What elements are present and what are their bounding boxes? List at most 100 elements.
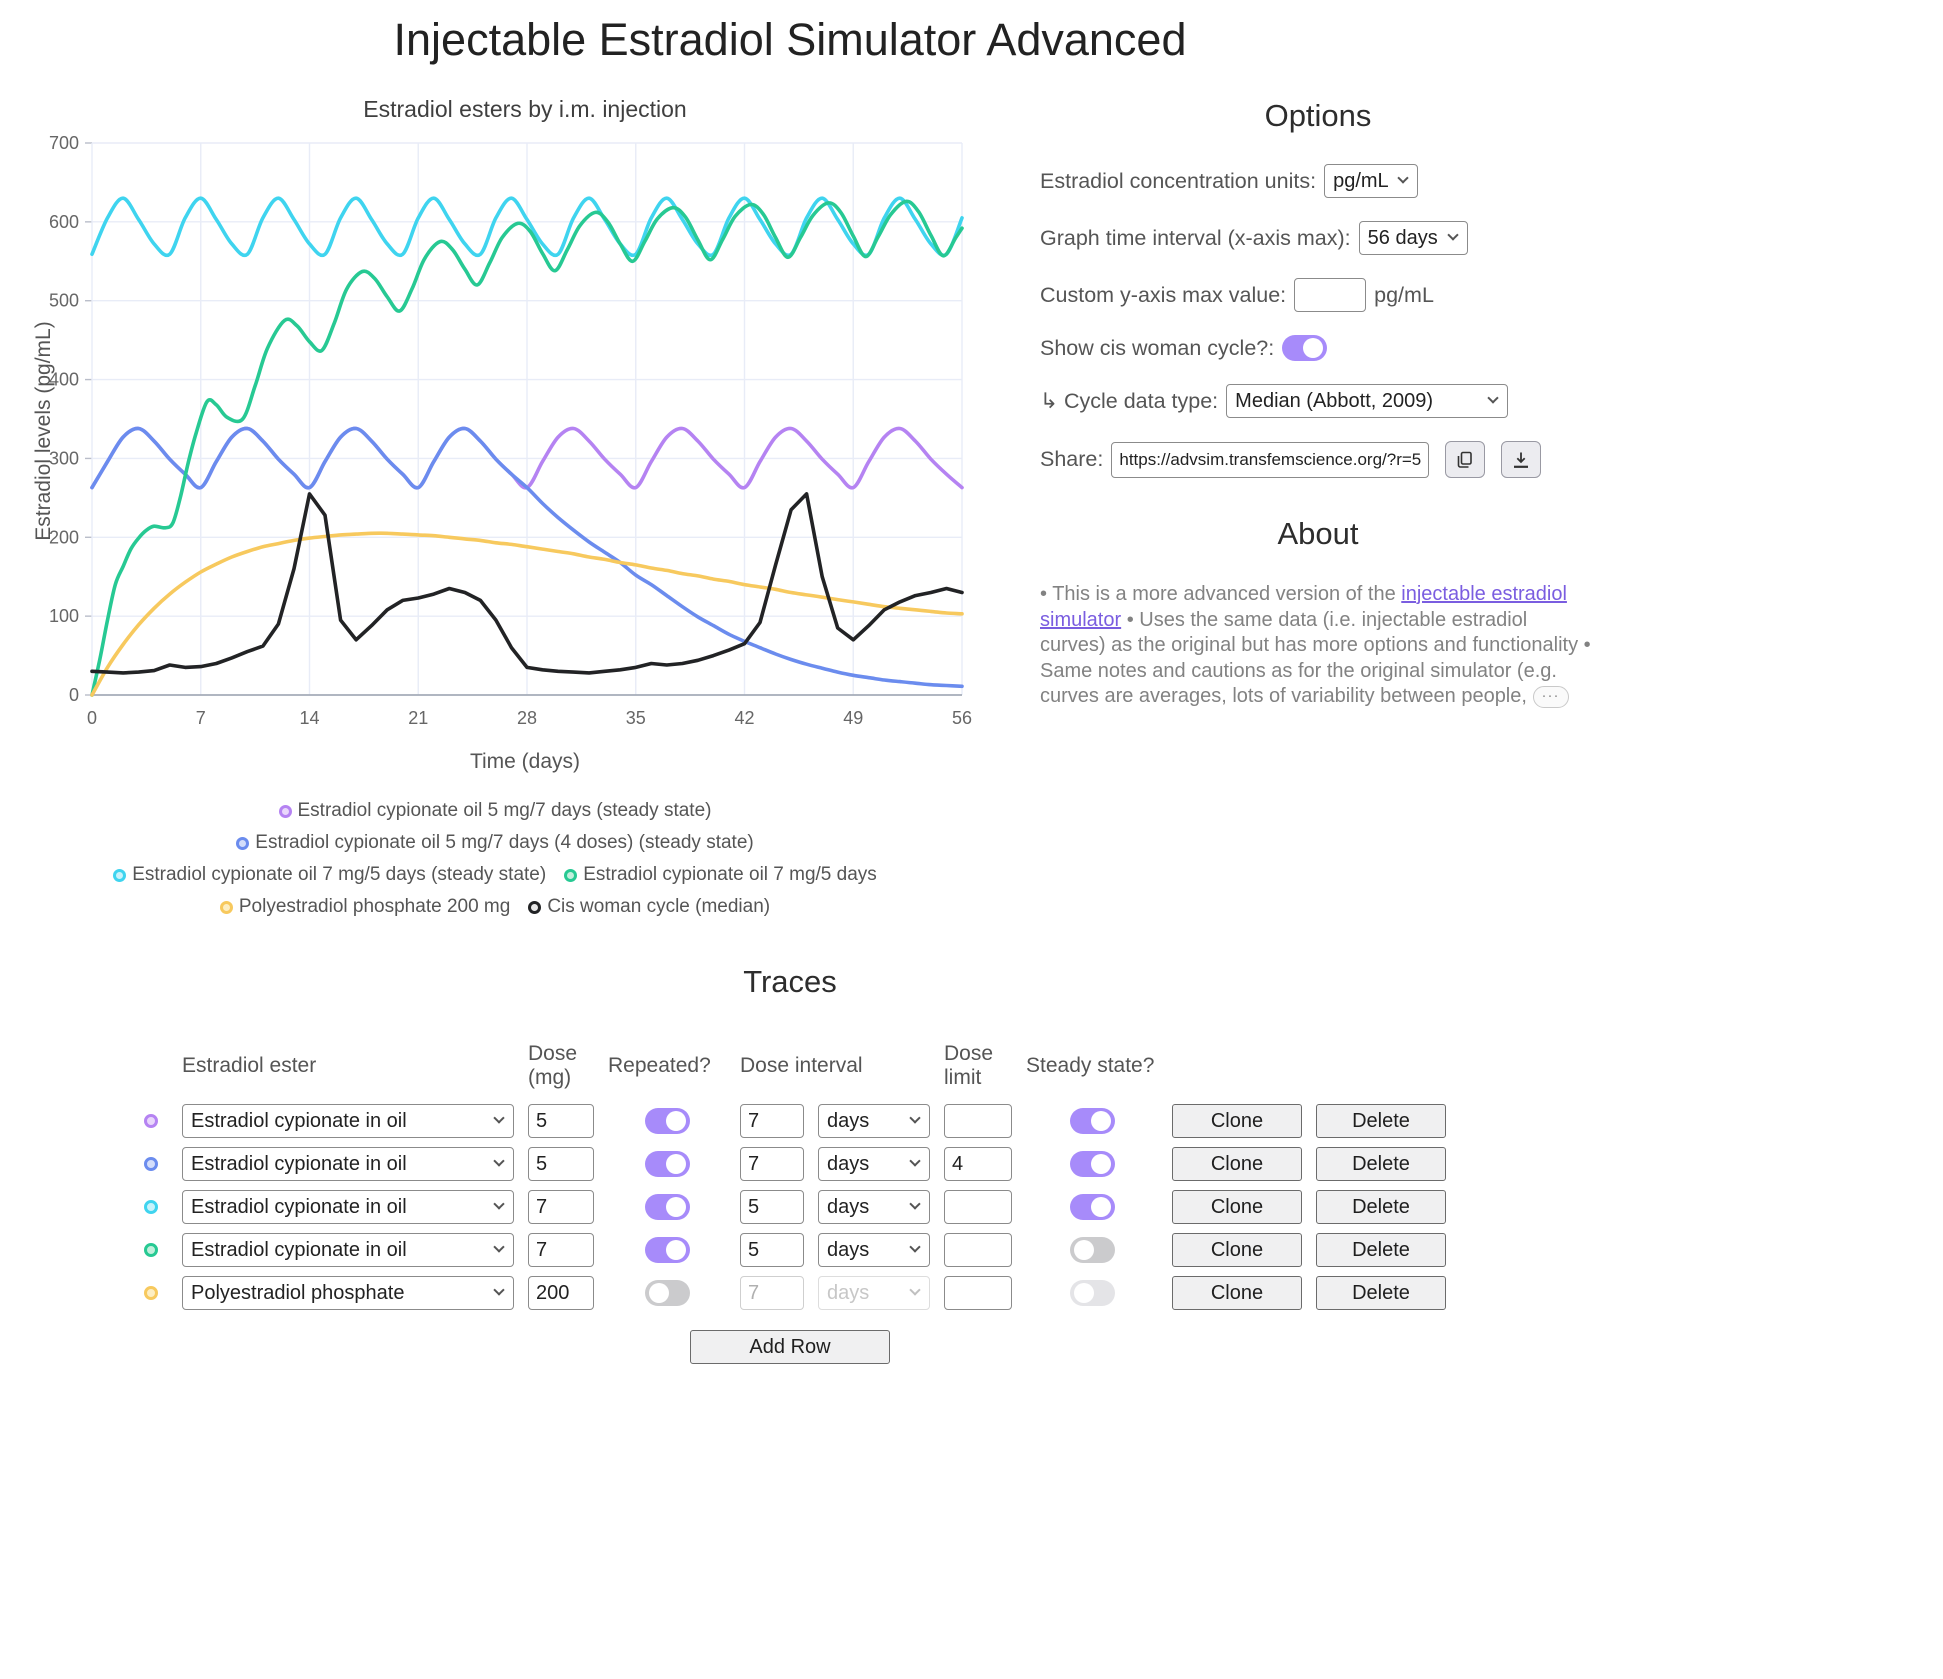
clone-button[interactable]: Clone	[1172, 1276, 1302, 1310]
legend-label: Estradiol cypionate oil 5 mg/7 days (4 d…	[255, 832, 754, 853]
interval-unit-select[interactable]: days	[818, 1147, 930, 1181]
legend-label: Estradiol cypionate oil 5 mg/7 days (ste…	[297, 800, 712, 821]
dose-limit-input[interactable]	[944, 1276, 1012, 1310]
svg-text:7: 7	[196, 708, 206, 728]
clone-button[interactable]: Clone	[1172, 1190, 1302, 1224]
legend-label: Cis woman cycle (median)	[547, 896, 771, 917]
interval-unit-select[interactable]: days	[818, 1276, 930, 1310]
cycle-type-label: ↳ Cycle data type:	[1040, 388, 1219, 413]
delete-button[interactable]: Delete	[1316, 1147, 1446, 1181]
download-button[interactable]	[1501, 441, 1542, 478]
dose-interval-input[interactable]	[740, 1104, 804, 1138]
simulator-link[interactable]: injectable estradiol simulator	[1040, 583, 1567, 631]
col-header-repeated: Repeated?	[608, 1054, 711, 1077]
steady-state-toggle[interactable]	[1069, 1194, 1115, 1220]
repeated-toggle[interactable]	[644, 1194, 690, 1220]
dose-input[interactable]	[528, 1147, 594, 1181]
legend-item-ec7-steady[interactable]: Estradiol cypionate oil 7 mg/5 days (ste…	[113, 864, 546, 886]
dose-input[interactable]	[528, 1104, 594, 1138]
y-axis-title: Estradiol levels (pg/mL)	[32, 321, 55, 541]
cis-cycle-toggle[interactable]	[1282, 335, 1328, 361]
legend-item-ec5-4doses[interactable]: Estradiol cypionate oil 5 mg/7 days (4 d…	[236, 832, 754, 854]
dose-input[interactable]	[528, 1233, 594, 1267]
dose-limit-input[interactable]	[944, 1104, 1012, 1138]
trace-row: Polyestradiol phosphate days Clone Delet…	[134, 1276, 1446, 1310]
dose-input[interactable]	[528, 1276, 594, 1310]
svg-text:600: 600	[49, 212, 79, 232]
time-interval-select[interactable]: 56 days	[1358, 221, 1468, 255]
legend-item-ec7[interactable]: Estradiol cypionate oil 7 mg/5 days	[564, 864, 877, 886]
steady-state-toggle[interactable]	[1069, 1151, 1115, 1177]
legend-item-pep200[interactable]: Polyestradiol phosphate 200 mg	[219, 896, 510, 918]
expand-text-button[interactable]: ···	[1532, 686, 1569, 709]
dose-limit-input[interactable]	[944, 1190, 1012, 1224]
ester-select[interactable]: Estradiol cypionate in oil	[182, 1190, 514, 1224]
traces-table: Estradiol ester Dose (mg) Repeated? Dose…	[134, 1042, 1446, 1310]
interval-unit-select[interactable]: days	[818, 1104, 930, 1138]
ymax-unit: pg/mL	[1374, 282, 1434, 307]
svg-text:0: 0	[87, 708, 97, 728]
col-header-limit: Dose limit	[944, 1042, 994, 1089]
svg-text:28: 28	[517, 708, 537, 728]
dose-interval-input[interactable]	[740, 1147, 804, 1181]
col-header-steady: Steady state?	[1026, 1054, 1155, 1077]
dose-limit-input[interactable]	[944, 1147, 1012, 1181]
trace-color-dot	[144, 1114, 158, 1128]
dose-interval-input[interactable]	[740, 1233, 804, 1267]
chart-title: Estradiol esters by i.m. injection	[363, 96, 687, 122]
svg-text:21: 21	[408, 708, 428, 728]
repeated-toggle[interactable]	[644, 1237, 690, 1263]
about-heading: About	[1277, 516, 1359, 551]
series-marker-icon	[278, 804, 292, 818]
clone-button[interactable]: Clone	[1172, 1233, 1302, 1267]
x-axis-title: Time (days)	[469, 750, 581, 773]
units-select[interactable]: pg/mL	[1324, 164, 1419, 198]
ester-select[interactable]: Estradiol cypionate in oil	[182, 1147, 514, 1181]
share-url-input[interactable]	[1111, 441, 1430, 478]
delete-button[interactable]: Delete	[1316, 1233, 1446, 1267]
svg-text:35: 35	[626, 708, 646, 728]
interval-unit-select[interactable]: days	[818, 1233, 930, 1267]
trace-row: Estradiol cypionate in oil days Clone De…	[134, 1147, 1446, 1181]
delete-button[interactable]: Delete	[1316, 1104, 1446, 1138]
interval-unit-select[interactable]: days	[818, 1190, 930, 1224]
repeated-toggle[interactable]	[644, 1108, 690, 1134]
dose-limit-input[interactable]	[944, 1233, 1012, 1267]
options-sidebar: Options Estradiol concentration units: p…	[1040, 96, 1596, 710]
col-header-ester: Estradiol ester	[182, 1054, 317, 1077]
trace-color-dot	[144, 1157, 158, 1171]
chart-legend: Estradiol cypionate oil 5 mg/7 days (ste…	[80, 800, 910, 918]
series-marker-icon	[236, 836, 250, 850]
steady-state-toggle[interactable]	[1069, 1108, 1115, 1134]
ester-select[interactable]: Estradiol cypionate in oil	[182, 1233, 514, 1267]
ester-select[interactable]: Estradiol cypionate in oil	[182, 1104, 514, 1138]
units-label: Estradiol concentration units:	[1040, 168, 1317, 193]
repeated-toggle[interactable]	[644, 1151, 690, 1177]
trace-row: Estradiol cypionate in oil days Clone De…	[134, 1104, 1446, 1138]
trace-row: Estradiol cypionate in oil days Clone De…	[134, 1190, 1446, 1224]
cycle-type-select[interactable]: Median (Abbott, 2009)	[1226, 384, 1509, 418]
legend-label: Estradiol cypionate oil 7 mg/5 days	[583, 864, 877, 885]
clone-button[interactable]: Clone	[1172, 1104, 1302, 1138]
dose-input[interactable]	[528, 1190, 594, 1224]
traces-header-row: Estradiol ester Dose (mg) Repeated? Dose…	[134, 1042, 1446, 1090]
toggle-knob	[1303, 338, 1324, 358]
legend-item-ec5-steady[interactable]: Estradiol cypionate oil 5 mg/7 days (ste…	[278, 800, 712, 822]
dose-interval-input[interactable]	[740, 1190, 804, 1224]
ester-select[interactable]: Polyestradiol phosphate	[182, 1276, 514, 1310]
steady-state-toggle[interactable]	[1069, 1237, 1115, 1263]
ymax-input[interactable]	[1294, 278, 1367, 312]
delete-button[interactable]: Delete	[1316, 1190, 1446, 1224]
about-text: • This is a more advanced version of the…	[1040, 583, 1591, 709]
steady-state-toggle[interactable]	[1069, 1280, 1115, 1306]
clone-button[interactable]: Clone	[1172, 1147, 1302, 1181]
series-marker-icon	[113, 868, 127, 882]
repeated-toggle[interactable]	[644, 1280, 690, 1306]
traces-section: Traces Estradiol ester Dose (mg) Repeate…	[0, 964, 1580, 1394]
options-heading: Options	[1264, 98, 1372, 133]
legend-item-cis-cycle[interactable]: Cis woman cycle (median)	[528, 896, 770, 918]
dose-interval-input[interactable]	[740, 1276, 804, 1310]
copy-share-url-button[interactable]	[1445, 441, 1486, 478]
delete-button[interactable]: Delete	[1316, 1276, 1446, 1310]
add-row-button[interactable]: Add Row	[690, 1330, 890, 1364]
